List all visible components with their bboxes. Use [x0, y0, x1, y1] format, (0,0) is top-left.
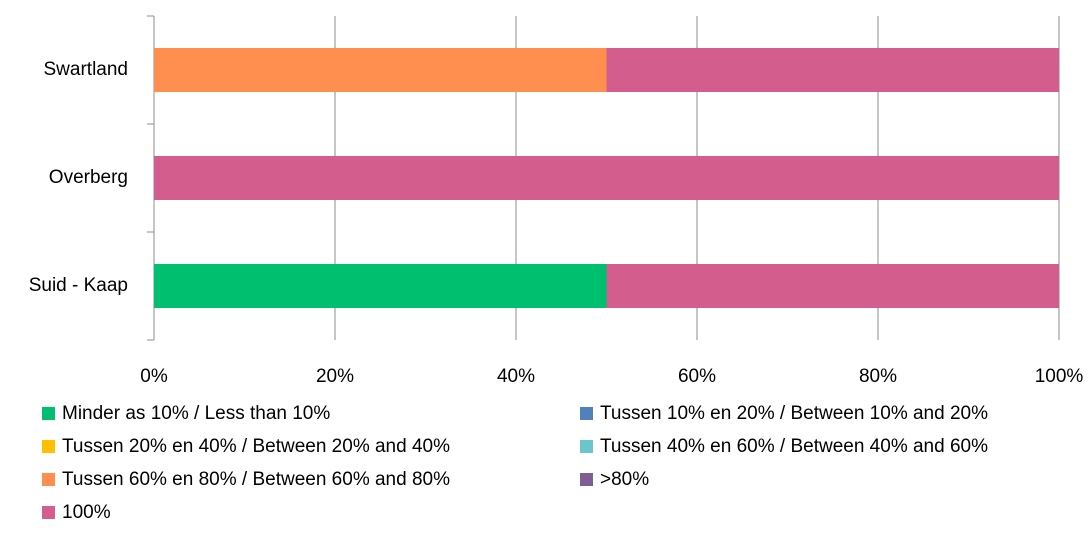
x-tick-label: 20%	[316, 366, 354, 387]
legend-label: Tussen 10% en 20% / Between 10% and 20%	[600, 403, 988, 424]
bar-segment	[606, 48, 1059, 92]
legend-swatch	[42, 506, 55, 519]
y-tick-label: Overberg	[49, 167, 128, 188]
x-tick-label: 100%	[1035, 366, 1084, 387]
legend-label: 100%	[62, 502, 111, 523]
x-tick-label: 40%	[497, 366, 535, 387]
legend-swatch	[42, 440, 55, 453]
legend-label: Tussen 60% en 80% / Between 60% and 80%	[62, 469, 450, 490]
legend-label: Tussen 20% en 40% / Between 20% and 40%	[62, 436, 450, 457]
x-tick-label: 60%	[678, 366, 716, 387]
legend-swatch	[42, 407, 55, 420]
legend-swatch	[42, 473, 55, 486]
legend-label: >80%	[600, 469, 649, 490]
legend-swatch	[580, 440, 593, 453]
legend-swatch	[580, 407, 593, 420]
legend-swatch	[580, 473, 593, 486]
y-tick-label: Suid - Kaap	[29, 275, 128, 296]
bar-segment	[154, 48, 607, 92]
x-tick-label: 0%	[140, 366, 168, 387]
legend-label: Minder as 10% / Less than 10%	[62, 403, 330, 424]
y-tick-label: Swartland	[44, 59, 129, 80]
legend-label: Tussen 40% en 60% / Between 40% and 60%	[600, 436, 988, 457]
bar-segment	[154, 156, 1059, 200]
x-tick-label: 80%	[859, 366, 897, 387]
bar-segment	[606, 264, 1059, 308]
bar-segment	[154, 264, 607, 308]
